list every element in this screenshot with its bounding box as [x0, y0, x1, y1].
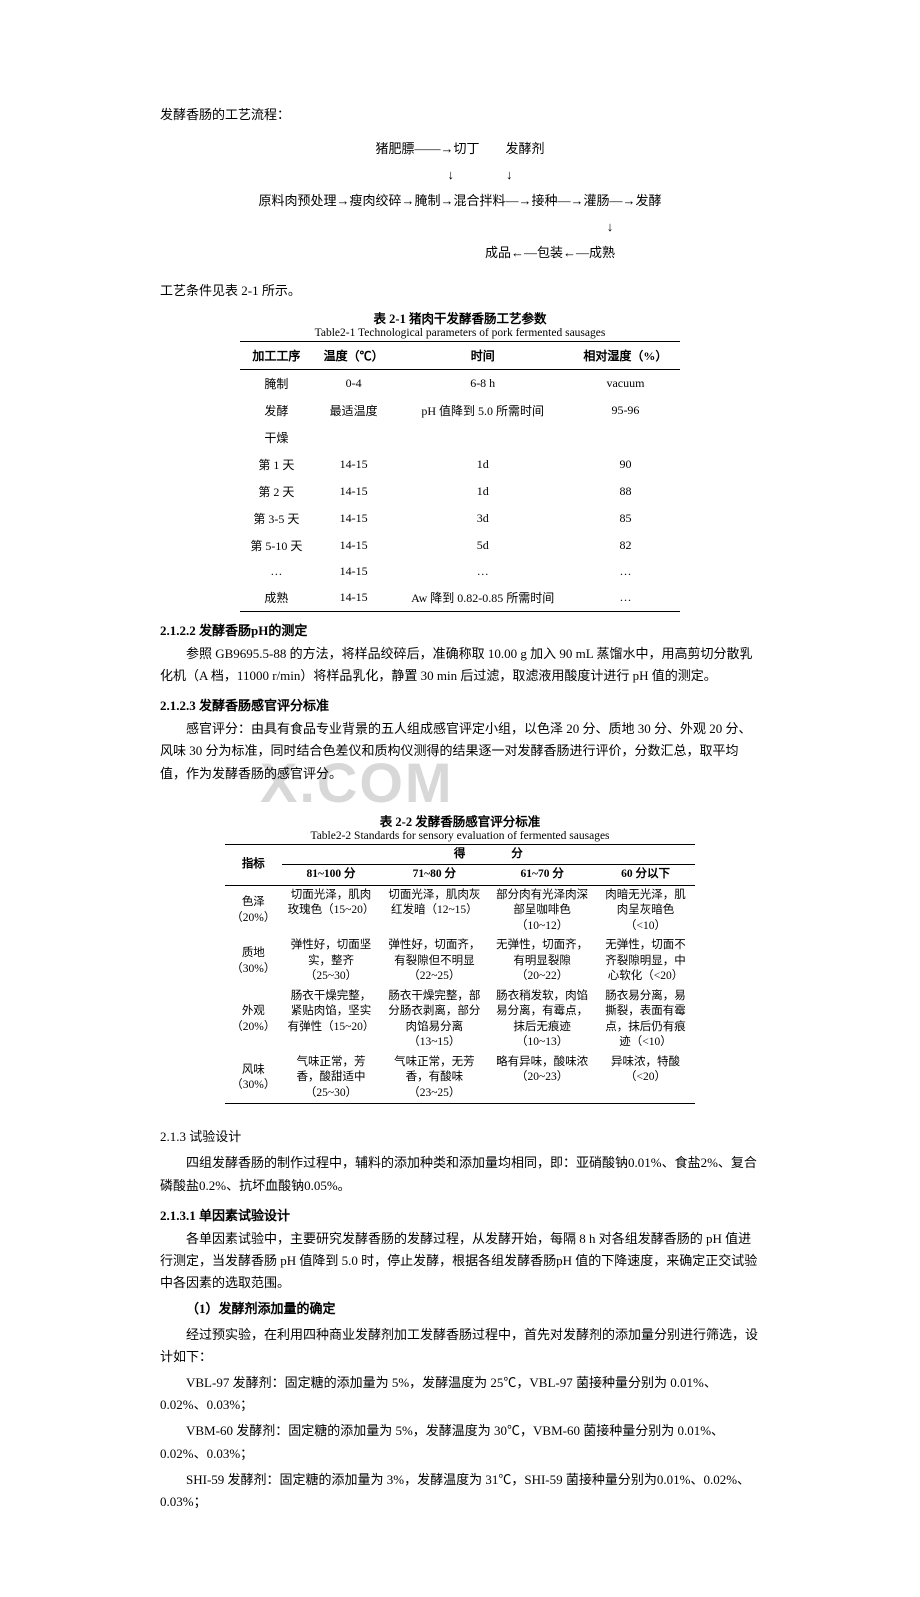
t1-cell: 14-15	[313, 505, 395, 532]
t1-caption-en: Table2-1 Technological parameters of por…	[160, 327, 760, 339]
before-t1: 工艺条件见表 2-1 所示。	[160, 280, 760, 302]
t1-cell: 干燥	[240, 424, 313, 451]
t2-col: 71~80 分	[380, 865, 488, 886]
t2-cell: 略有异味，酸味浓（20~23）	[488, 1053, 596, 1104]
t1-cell: 成熟	[240, 584, 313, 612]
t1-cell: 1d	[395, 451, 571, 478]
process-flow: 猪肥膘——→切丁 发酵剂 ↓ ↓ 原料肉预处理→瘦肉绞碎→腌制→混合拌料—→接种…	[160, 136, 760, 266]
t2-idx-head: 指标	[225, 844, 282, 885]
s2122-para: 参照 GB9695.5-88 的方法，将样品绞碎后，准确称取 10.00 g 加…	[160, 643, 760, 687]
t2-cell: 肠衣易分离，易撕裂，表面有霉点，抹后仍有痕迹（<10）	[596, 987, 695, 1053]
t1-cell: 第 3-5 天	[240, 505, 313, 532]
t2-caption-cn: 表 2-2 发酵香肠感官评分标准	[160, 811, 760, 830]
flow-line: 成品←—包装←—成熟	[160, 240, 760, 266]
t1-cell: …	[571, 559, 680, 584]
s2131-p4: SHI-59 发酵剂：固定糖的添加量为 3%，发酵温度为 31℃，SHI-59 …	[160, 1469, 760, 1513]
flow-line: 猪肥膘——→切丁 发酵剂	[160, 136, 760, 162]
t1-cell: 90	[571, 451, 680, 478]
t1-cell: 95-96	[571, 397, 680, 424]
t2-cell: 肉暗无光泽，肌肉呈灰暗色（<10）	[596, 885, 695, 936]
t2-idx: 质地（30%）	[225, 936, 282, 987]
s2123-heading: 2.1.2.3 发酵香肠感官评分标准	[160, 695, 760, 714]
t1-cell: 第 2 天	[240, 478, 313, 505]
t2-caption-en: Table2-2 Standards for sensory evaluatio…	[160, 830, 760, 842]
table-2-1: 加工工序 温度（℃） 时间 相对湿度（%） 腌制0-46-8 hvacuum 发酵…	[240, 341, 680, 612]
t1-cell: 14-15	[313, 532, 395, 559]
t1-cell: 1d	[395, 478, 571, 505]
t2-cell: 肠衣干燥完整，紧贴肉馅，坚实有弹性（15~20）	[282, 987, 381, 1053]
t2-cell: 切面光泽，肌肉灰红发暗（12~15）	[380, 885, 488, 936]
flow-line: 原料肉预处理→瘦肉绞碎→腌制→混合拌料—→接种—→灌肠—→发酵	[160, 188, 760, 214]
t2-cell: 切面光泽，肌肉玫瑰色（15~20）	[282, 885, 381, 936]
t1-cell: …	[395, 559, 571, 584]
t1-cell: 第 1 天	[240, 451, 313, 478]
t2-score-head: 得 分	[282, 844, 695, 865]
flow-line: ↓ ↓	[160, 162, 760, 188]
t1-h: 加工工序	[240, 342, 313, 370]
t2-cell: 部分肉有光泽肉深部呈咖啡色（10~12）	[488, 885, 596, 936]
t1-cell: 82	[571, 532, 680, 559]
s2131-sub-heading: （1）发酵剂添加量的确定	[160, 1298, 760, 1320]
t2-cell: 无弹性，切面齐，有明显裂隙（20~22）	[488, 936, 596, 987]
t1-cell: 88	[571, 478, 680, 505]
s213-para: 四组发酵香肠的制作过程中，辅料的添加种类和添加量均相同，即：亚硝酸钠0.01%、…	[160, 1152, 760, 1196]
t1-cell: 14-15	[313, 478, 395, 505]
t1-cell: 发酵	[240, 397, 313, 424]
t1-cell: 最适温度	[313, 397, 395, 424]
t1-cell: 6-8 h	[395, 370, 571, 398]
t1-cell: 14-15	[313, 559, 395, 584]
t1-cell: pH 值降到 5.0 所需时间	[395, 397, 571, 424]
t1-cell: …	[571, 584, 680, 612]
t1-cell	[313, 424, 395, 451]
t2-cell: 无弹性，切面不齐裂隙明显，中心软化（<20）	[596, 936, 695, 987]
t1-cell: 14-15	[313, 584, 395, 612]
s2131-p3: VBM-60 发酵剂：固定糖的添加量为 5%，发酵温度为 30℃，VBM-60 …	[160, 1420, 760, 1464]
s2131-p2: VBL-97 发酵剂：固定糖的添加量为 5%，发酵温度为 25℃，VBL-97 …	[160, 1372, 760, 1416]
t2-cell: 异味浓，特酸（<20）	[596, 1053, 695, 1104]
t2-cell: 肠衣干燥完整，部分肠衣剥离，部分肉馅易分离（13~15）	[380, 987, 488, 1053]
t2-cell: 气味正常，无芳香，有酸味（23~25）	[380, 1053, 488, 1104]
t1-cell: 腌制	[240, 370, 313, 398]
t2-idx: 色泽（20%）	[225, 885, 282, 936]
t1-cell: 85	[571, 505, 680, 532]
t1-caption-cn: 表 2-1 猪肉干发酵香肠工艺参数	[160, 308, 760, 327]
t1-h: 相对湿度（%）	[571, 342, 680, 370]
t1-cell	[571, 424, 680, 451]
flow-line: ↓	[160, 214, 760, 240]
t2-idx: 风味（30%）	[225, 1053, 282, 1104]
t1-h: 温度（℃）	[313, 342, 395, 370]
intro-text: 发酵香肠的工艺流程：	[160, 104, 760, 126]
s2122-heading: 2.1.2.2 发酵香肠pH的测定	[160, 620, 760, 639]
t2-col: 60 分以下	[596, 865, 695, 886]
t1-cell: 5d	[395, 532, 571, 559]
s2123-para: 感官评分：由具有食品专业背景的五人组成感官评定小组，以色泽 20 分、质地 30…	[160, 718, 760, 784]
t1-cell: …	[240, 559, 313, 584]
s2131-p1: 经过预实验，在利用四种商业发酵剂加工发酵香肠过程中，首先对发酵剂的添加量分别进行…	[160, 1324, 760, 1368]
t2-cell: 肠衣稍发软，肉馅易分离，有霉点，抹后无痕迹（10~13）	[488, 987, 596, 1053]
table-2-2: 指标 得 分 81~100 分 71~80 分 61~70 分 60 分以下 色…	[225, 844, 695, 1105]
t2-col: 61~70 分	[488, 865, 596, 886]
t2-cell: 弹性好，切面坚实，整齐（25~30）	[282, 936, 381, 987]
t1-cell: Aw 降到 0.82-0.85 所需时间	[395, 584, 571, 612]
t1-cell: vacuum	[571, 370, 680, 398]
t2-cell: 弹性好，切面齐，有裂隙但不明显（22~25）	[380, 936, 488, 987]
t1-h: 时间	[395, 342, 571, 370]
s213-heading: 2.1.3 试验设计	[160, 1126, 760, 1148]
s2131-para: 各单因素试验中，主要研究发酵香肠的发酵过程，从发酵开始，每隔 8 h 对各组发酵…	[160, 1228, 760, 1294]
t1-cell: 第 5-10 天	[240, 532, 313, 559]
t2-cell: 气味正常，芳香，酸甜适中（25~30）	[282, 1053, 381, 1104]
t2-idx: 外观（20%）	[225, 987, 282, 1053]
s2131-heading: 2.1.3.1 单因素试验设计	[160, 1205, 760, 1224]
t1-cell: 14-15	[313, 451, 395, 478]
t1-cell	[395, 424, 571, 451]
t1-cell: 3d	[395, 505, 571, 532]
t2-col: 81~100 分	[282, 865, 381, 886]
t1-cell: 0-4	[313, 370, 395, 398]
